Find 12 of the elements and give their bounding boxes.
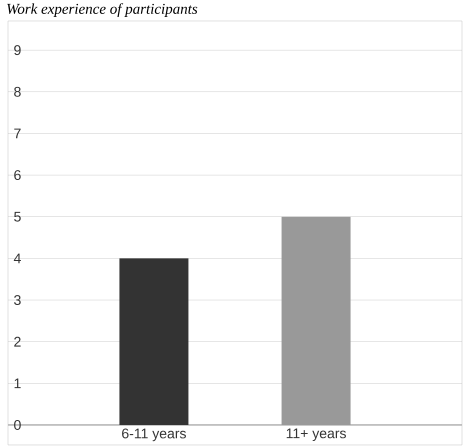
y-tick-label: 8: [14, 86, 21, 97]
y-tick-label: 3: [14, 295, 21, 305]
y-tick-label: 5: [14, 212, 21, 222]
y-tick-label: 2: [14, 336, 21, 347]
y-tick-label: 1: [14, 378, 21, 388]
x-tick-label: 6-11 years: [122, 428, 186, 442]
y-tick-label: 7: [14, 128, 21, 138]
x-tick-label: 11+ years: [286, 428, 346, 442]
y-tick-label: 6: [14, 170, 21, 180]
y-tick-label: 9: [14, 45, 21, 56]
chart-title: Work experience of participants: [7, 3, 198, 17]
y-tick-label: 4: [14, 254, 21, 264]
